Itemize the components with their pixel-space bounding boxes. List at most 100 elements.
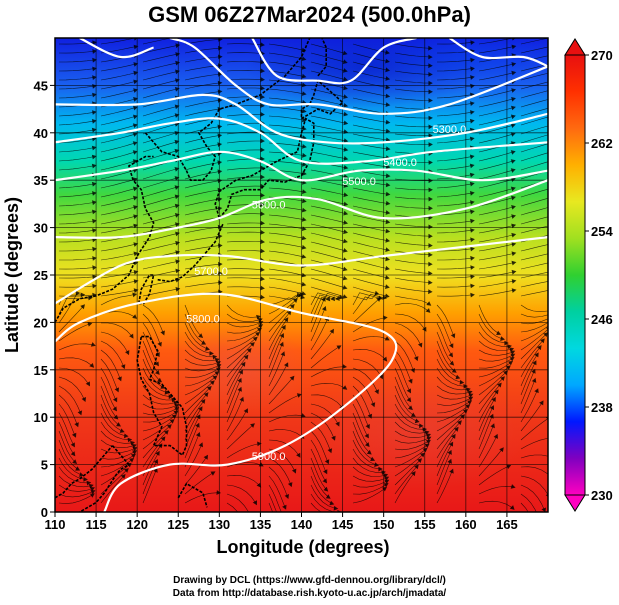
streamline xyxy=(478,38,514,45)
streamline-arrow xyxy=(459,379,465,385)
streamline-arrow xyxy=(511,232,517,238)
coastline xyxy=(157,222,225,283)
streamline xyxy=(394,441,429,451)
streamline xyxy=(478,378,504,405)
map-title: GSM 06Z27Mar2024 (500.0hPa) xyxy=(148,2,471,27)
streamline xyxy=(268,414,303,423)
streamline xyxy=(58,357,93,366)
streamline-arrow xyxy=(553,204,558,209)
streamline-arrow xyxy=(302,152,307,158)
streamline xyxy=(478,197,514,207)
streamline-arrow xyxy=(132,132,138,137)
streamline-arrow xyxy=(511,70,517,76)
streamline xyxy=(394,241,430,246)
contour-label: 5800.0 xyxy=(186,313,220,325)
streamline-arrow xyxy=(419,423,424,429)
streamline xyxy=(310,421,331,451)
streamline-arrow xyxy=(385,58,390,64)
streamline xyxy=(352,259,387,269)
streamline-arrow xyxy=(385,119,391,125)
streamline xyxy=(394,133,430,137)
streamline-arrow xyxy=(80,292,86,298)
streamline-arrow xyxy=(92,218,97,224)
streamline-arrow xyxy=(370,456,376,461)
streamline xyxy=(520,152,548,162)
streamline-arrow xyxy=(301,254,307,259)
streamline xyxy=(268,97,304,103)
streamline xyxy=(184,358,219,366)
streamline-arrow xyxy=(553,241,558,246)
streamline-arrow xyxy=(335,421,340,427)
height-contour xyxy=(251,38,417,85)
streamline xyxy=(184,56,220,63)
streamline-arrow xyxy=(281,514,285,519)
streamline xyxy=(58,276,95,279)
streamline xyxy=(478,215,514,225)
streamline xyxy=(394,124,430,128)
streamline xyxy=(226,231,263,234)
streamline-arrow xyxy=(216,490,221,495)
streamline-arrow xyxy=(543,332,548,337)
streamline-arrow xyxy=(449,468,454,474)
streamline-arrow xyxy=(449,360,455,366)
streamline-arrow xyxy=(385,128,391,134)
streamline-arrow xyxy=(460,414,465,420)
streamline-arrow xyxy=(497,382,502,388)
streamline-arrow xyxy=(200,399,206,404)
streamline-arrow xyxy=(510,186,516,192)
streamline-arrow xyxy=(302,135,307,140)
streamline-arrow xyxy=(366,449,372,455)
streamline-arrow xyxy=(157,377,162,383)
streamline-arrow xyxy=(175,259,181,265)
streamline xyxy=(268,214,304,220)
streamline xyxy=(142,394,176,405)
streamline-arrow xyxy=(553,87,558,92)
streamline xyxy=(310,346,340,369)
streamline-arrow xyxy=(301,82,307,88)
streamline-arrow xyxy=(89,363,95,368)
streamline xyxy=(394,97,430,101)
contour-label: 5700.0 xyxy=(194,266,228,278)
streamline xyxy=(226,484,256,503)
streamline-arrow xyxy=(406,397,412,403)
streamline xyxy=(394,142,430,145)
streamline-arrow xyxy=(500,376,505,381)
streamline-arrow xyxy=(493,433,498,439)
streamline xyxy=(394,349,412,382)
x-tick-label: 155 xyxy=(414,517,436,532)
streamline xyxy=(520,170,548,180)
streamline xyxy=(226,356,247,387)
x-tick-label: 145 xyxy=(332,517,354,532)
streamline xyxy=(310,292,338,306)
streamline xyxy=(58,403,75,436)
streamline xyxy=(436,385,470,395)
streamline xyxy=(268,502,273,512)
streamline-arrow xyxy=(260,267,265,272)
streamline-arrow xyxy=(72,459,78,464)
streamline xyxy=(520,304,548,313)
streamline xyxy=(394,454,423,477)
streamline xyxy=(352,214,388,223)
streamline-arrow xyxy=(132,150,138,155)
streamline xyxy=(520,362,536,396)
streamline xyxy=(520,216,548,225)
streamline xyxy=(268,286,304,295)
streamline-arrow xyxy=(410,368,415,373)
streamline xyxy=(352,480,387,488)
streamline xyxy=(352,70,388,79)
streamline xyxy=(184,387,210,414)
streamline-arrow xyxy=(260,294,265,300)
streamline xyxy=(436,394,471,400)
streamline xyxy=(352,421,370,453)
streamline xyxy=(352,277,387,288)
streamline xyxy=(436,401,470,414)
streamline-arrow xyxy=(302,144,307,149)
streamline xyxy=(226,399,243,432)
streamline-arrow xyxy=(132,314,138,319)
streamline-arrow xyxy=(428,54,433,60)
streamline xyxy=(184,472,214,495)
streamline-arrow xyxy=(157,341,162,347)
streamline xyxy=(478,367,509,387)
streamline xyxy=(142,214,177,225)
streamline xyxy=(100,179,135,189)
